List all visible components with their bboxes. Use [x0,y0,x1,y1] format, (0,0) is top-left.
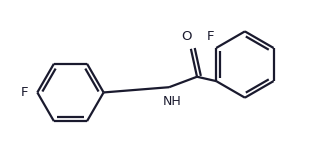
Text: NH: NH [162,95,181,108]
Text: F: F [21,86,29,99]
Text: F: F [206,30,214,43]
Text: O: O [181,30,192,43]
